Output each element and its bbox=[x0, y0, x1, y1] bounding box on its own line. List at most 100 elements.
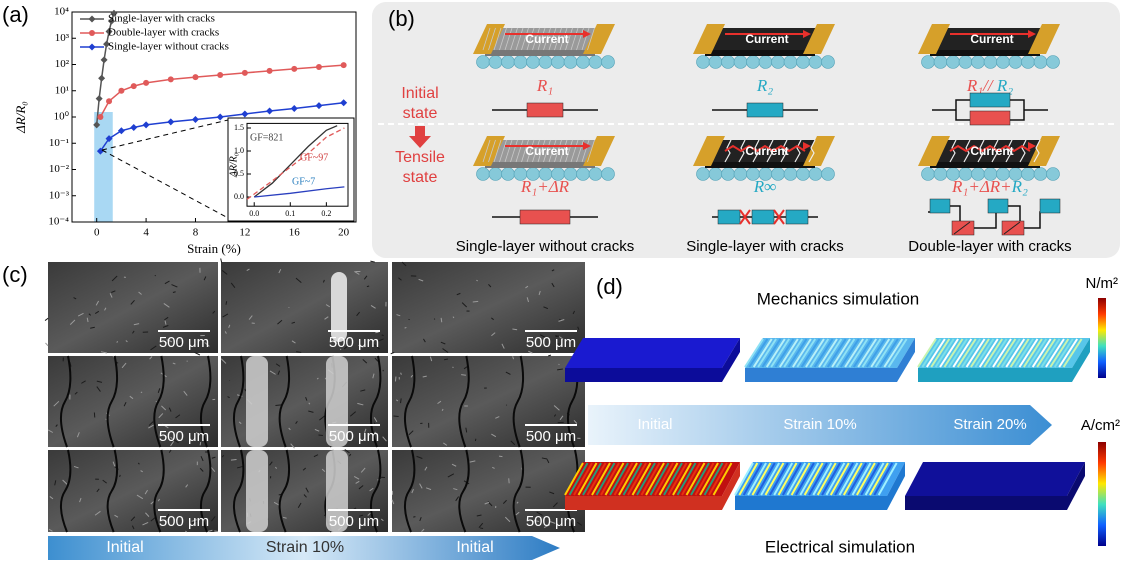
formula-part: R₁+ΔR+ bbox=[951, 177, 1012, 196]
texture bbox=[130, 516, 136, 522]
x-tick-label: 12 bbox=[239, 227, 250, 239]
texture bbox=[364, 428, 367, 433]
fiber bbox=[501, 55, 515, 69]
caption: Single-layer without cracks bbox=[456, 238, 634, 255]
texture bbox=[246, 268, 250, 272]
fiber bbox=[983, 55, 998, 69]
sim-slab-side bbox=[887, 462, 905, 510]
arrow-head bbox=[583, 30, 591, 38]
mesh bbox=[565, 27, 573, 51]
texture bbox=[400, 372, 402, 375]
fiber bbox=[1046, 167, 1060, 181]
sim-slab-side bbox=[722, 462, 740, 510]
texture bbox=[121, 362, 127, 369]
texture bbox=[109, 293, 113, 298]
mesh bbox=[537, 139, 546, 163]
texture bbox=[442, 348, 449, 353]
texture bbox=[200, 455, 204, 462]
crack bbox=[233, 449, 245, 533]
scale-label: 500 μm bbox=[329, 334, 379, 351]
marker bbox=[103, 40, 111, 48]
marker bbox=[117, 127, 125, 135]
fiber bbox=[488, 167, 503, 181]
sim-stripe bbox=[770, 338, 790, 368]
marker bbox=[98, 74, 106, 82]
formula-part: R₁+ΔR bbox=[520, 177, 570, 196]
texture bbox=[354, 271, 360, 275]
texture bbox=[69, 319, 76, 325]
texture bbox=[275, 466, 277, 469]
texture bbox=[360, 389, 366, 392]
sim-stripe bbox=[764, 462, 785, 496]
texture bbox=[133, 323, 140, 326]
texture bbox=[191, 520, 197, 524]
crack bbox=[370, 355, 382, 448]
sim-slab-top bbox=[565, 338, 740, 368]
texture bbox=[512, 356, 515, 360]
sim-stripe bbox=[748, 338, 769, 368]
texture bbox=[210, 466, 216, 473]
mesh bbox=[482, 27, 491, 51]
sim-slab-side bbox=[897, 338, 915, 382]
texture bbox=[277, 370, 281, 375]
arrow-label: Initial bbox=[456, 539, 493, 556]
texture bbox=[230, 459, 237, 461]
texture bbox=[228, 324, 231, 328]
sim-stripe bbox=[805, 338, 825, 368]
sim-stripe bbox=[734, 462, 754, 496]
mesh bbox=[543, 27, 551, 51]
mesh bbox=[587, 139, 595, 163]
texture bbox=[178, 341, 184, 346]
texture bbox=[316, 377, 319, 380]
plot-frame bbox=[246, 122, 349, 207]
mesh bbox=[488, 27, 496, 51]
sim-stripe bbox=[609, 462, 629, 496]
crack bbox=[278, 449, 291, 533]
sim-slab-front bbox=[565, 368, 722, 382]
sim-stripe bbox=[835, 338, 856, 368]
sim-stripe bbox=[848, 338, 869, 368]
legend-marker bbox=[89, 30, 95, 36]
inset-annotation: GF~97 bbox=[300, 152, 328, 163]
marker bbox=[93, 121, 101, 129]
title: Electrical simulation bbox=[765, 537, 915, 556]
resistor bbox=[987, 198, 1009, 214]
marker bbox=[108, 17, 116, 25]
crack bbox=[106, 355, 119, 448]
sim-stripe bbox=[573, 462, 593, 496]
texture bbox=[44, 317, 49, 321]
inset-background bbox=[227, 117, 355, 222]
texture bbox=[396, 314, 401, 317]
texture bbox=[534, 520, 540, 522]
y-tick-label: 1.0 bbox=[234, 146, 244, 155]
sim-stripe bbox=[796, 338, 817, 368]
fiber bbox=[958, 55, 973, 69]
resistance-formula: R₁+ΔR bbox=[520, 177, 570, 196]
arrow-label: Initial bbox=[637, 416, 672, 433]
colorbar bbox=[1098, 298, 1106, 378]
formula-part: R₂ bbox=[1011, 177, 1028, 196]
texture bbox=[319, 415, 326, 421]
sim-stripe bbox=[860, 462, 881, 496]
mesh bbox=[537, 27, 546, 51]
texture bbox=[296, 351, 302, 353]
texture bbox=[166, 513, 170, 520]
bright-region bbox=[246, 450, 268, 532]
texture bbox=[444, 358, 449, 361]
fiber bbox=[821, 167, 835, 181]
marker bbox=[167, 118, 175, 126]
texture bbox=[155, 400, 157, 403]
sim-stripe bbox=[952, 338, 973, 368]
arrow-label: Strain 10% bbox=[783, 416, 856, 433]
texture bbox=[549, 491, 555, 495]
mesh bbox=[548, 139, 557, 163]
sim-stripe bbox=[672, 462, 692, 496]
sim-stripe bbox=[760, 462, 780, 496]
sim-stripe bbox=[842, 462, 863, 496]
crack bbox=[512, 355, 525, 448]
fiber bbox=[576, 55, 590, 69]
texture bbox=[79, 497, 82, 503]
marker bbox=[291, 65, 298, 72]
fiber bbox=[513, 55, 528, 69]
unit: N/m² bbox=[1086, 275, 1119, 292]
